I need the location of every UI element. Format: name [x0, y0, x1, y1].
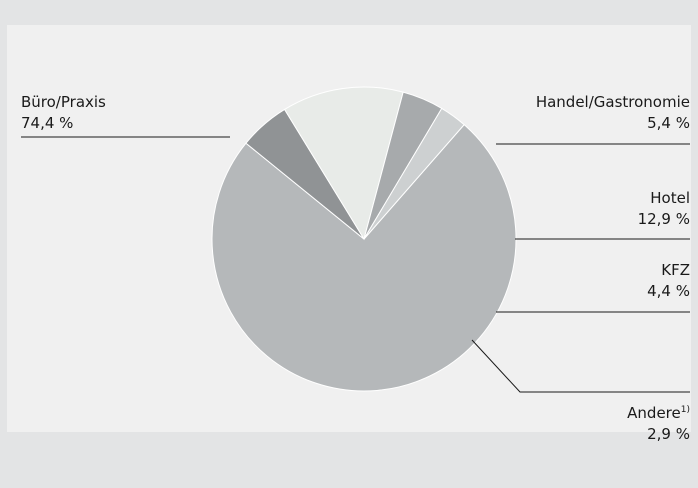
value-buero-praxis: 74,4 % [21, 114, 73, 132]
label-handel-gastronomie: Handel/Gastronomie [536, 93, 690, 111]
label-hotel: Hotel [650, 189, 690, 207]
leader-lines [21, 136, 690, 393]
value-hotel: 12,9 % [638, 210, 690, 228]
label-kfz: KFZ [661, 261, 690, 279]
value-andere: 2,9 % [647, 425, 690, 443]
label-andere-sup: 1) [681, 405, 690, 415]
slice-andere [363, 107, 465, 240]
value-handel-gastronomie: 5,4 % [647, 114, 690, 132]
pie-slices [211, 86, 517, 392]
slice-buero-praxis [211, 123, 517, 392]
label-andere-text: Andere [627, 404, 681, 422]
slice-hotel [283, 86, 404, 241]
value-kfz: 4,4 % [647, 282, 690, 300]
label-andere: Andere1) [627, 404, 690, 422]
leader-line-andere [471, 339, 690, 393]
label-buero-praxis: Büro/Praxis [21, 93, 106, 111]
